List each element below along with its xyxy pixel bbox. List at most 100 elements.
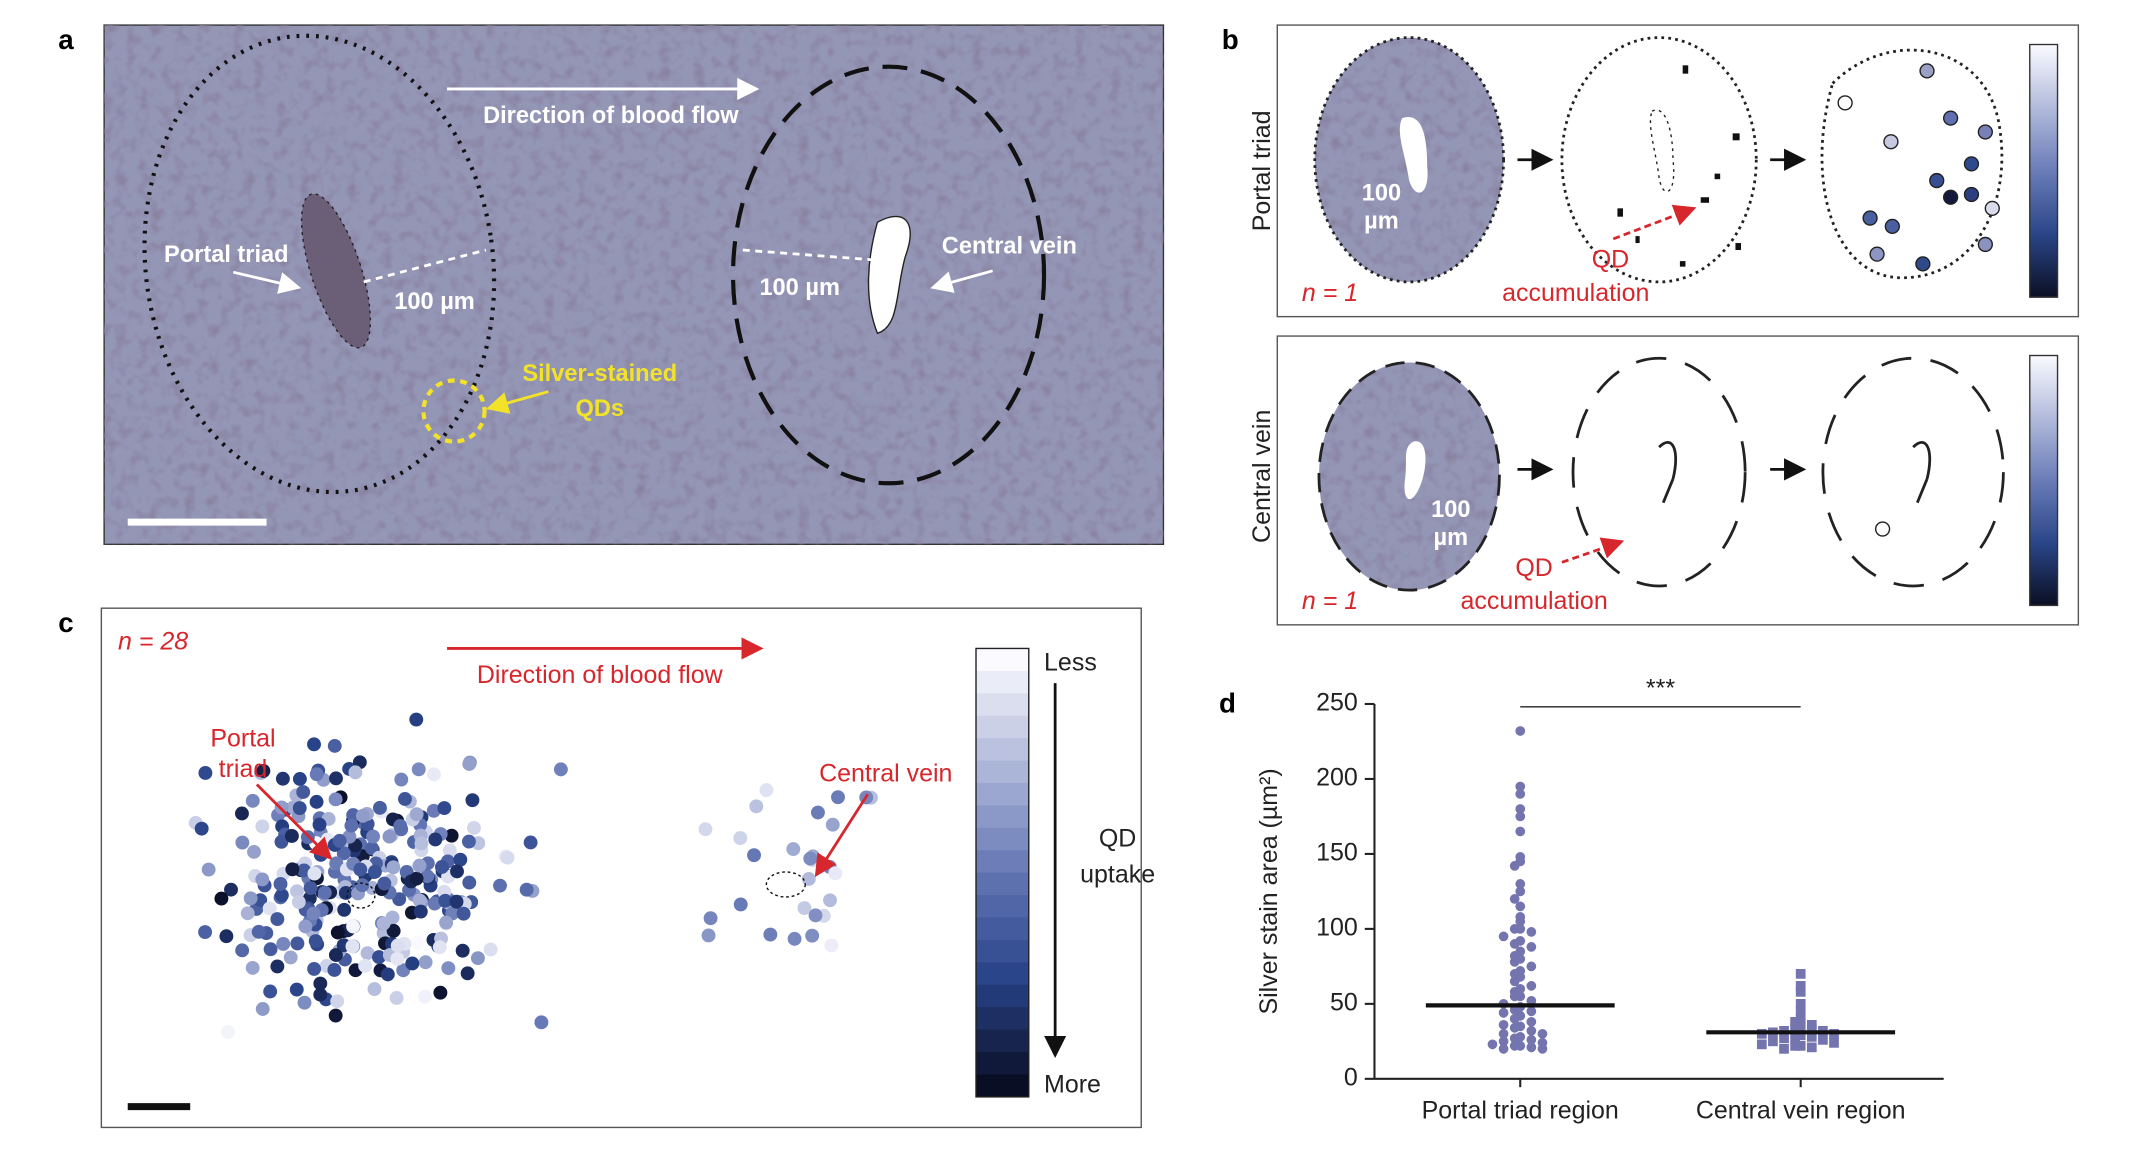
region-outline — [1820, 48, 2004, 280]
data-point — [1526, 961, 1537, 972]
uptake-dot — [438, 893, 453, 908]
uptake-dot — [355, 878, 370, 893]
data-point — [1509, 991, 1520, 1002]
uptake-dot — [308, 934, 323, 948]
color-step — [976, 962, 1029, 986]
scale-label: 100 — [1362, 181, 1401, 207]
uptake-dot — [344, 818, 359, 833]
uptake-dot — [386, 923, 401, 938]
uptake-dot — [398, 792, 412, 806]
uptake-dot — [274, 834, 289, 849]
uptake-dot — [345, 939, 360, 954]
central-vein — [1658, 441, 1677, 504]
y-tick-label: 150 — [1316, 839, 1358, 867]
data-point — [1795, 1013, 1806, 1024]
uptake-dot — [270, 912, 285, 927]
uptake-dot — [418, 989, 432, 1004]
uptake-dot — [461, 834, 476, 849]
region-outline — [1571, 356, 1747, 588]
pointer — [255, 783, 333, 861]
uptake-dot — [759, 783, 774, 798]
data-point — [1515, 781, 1526, 792]
uptake-dot — [284, 829, 299, 843]
uptake-dot — [348, 765, 363, 780]
uptake-dot — [462, 757, 477, 771]
qd-highlight — [421, 378, 487, 444]
color-step — [976, 1052, 1029, 1076]
color-step — [976, 805, 1029, 829]
scale-line — [363, 248, 487, 284]
scale-label: µm — [1434, 525, 1469, 551]
y-tick-label: 50 — [1330, 988, 1358, 1016]
uptake-dot — [733, 897, 748, 912]
uptake-dot — [462, 875, 477, 890]
uptake-dot — [309, 794, 324, 809]
uptake-dot — [763, 927, 778, 942]
uptake-dot — [313, 987, 328, 1002]
uptake-dot — [235, 943, 250, 958]
uptake-dot — [274, 888, 289, 903]
uptake-dot — [412, 858, 427, 873]
data-point — [1487, 1039, 1498, 1050]
uptake-dot — [245, 793, 260, 808]
uptake-dot — [263, 942, 278, 957]
uptake-dot — [275, 771, 290, 786]
uptake-dot — [337, 902, 352, 917]
qd-dots — [1837, 63, 2000, 272]
uptake-dot — [307, 961, 322, 976]
uptake-dot — [801, 872, 816, 886]
uptake-dot — [434, 860, 449, 874]
uptake-dot — [433, 985, 448, 1000]
uptake-dot — [432, 940, 447, 955]
uptake-dot — [219, 929, 234, 944]
data-point — [1498, 1019, 1509, 1030]
uptake-dot — [413, 904, 428, 919]
color-step — [976, 1007, 1029, 1031]
uptake-dot — [235, 806, 249, 821]
data-point — [1509, 939, 1520, 949]
data-point — [1806, 1031, 1817, 1042]
uptake-dot — [701, 928, 716, 943]
uptake-dot — [251, 924, 266, 939]
data-point — [1526, 1025, 1537, 1036]
uptake-dot — [283, 950, 298, 965]
portal-triad — [346, 882, 376, 909]
uptake-dot — [303, 881, 318, 895]
uptake-dot — [442, 843, 457, 858]
uptake-dot — [437, 801, 452, 816]
data-point — [1498, 1043, 1509, 1054]
uptake-dot — [698, 822, 713, 837]
data-point — [1515, 726, 1526, 736]
uptake-dots — [188, 712, 878, 1039]
pointer — [486, 390, 549, 414]
data-point — [1818, 1034, 1828, 1045]
uptake-dot — [453, 852, 468, 867]
uptake-dot — [797, 901, 812, 916]
data-point — [1509, 1033, 1520, 1044]
row-label: Portal triad — [1248, 110, 1276, 231]
uptake-dot — [808, 908, 823, 923]
qd-label: QD — [1515, 554, 1552, 582]
color-step — [976, 895, 1029, 919]
qd-label: accumulation — [1461, 587, 1608, 615]
data-point — [1537, 1028, 1548, 1039]
data-point — [1526, 927, 1537, 937]
data-point — [1795, 969, 1806, 979]
pointer — [930, 269, 994, 293]
uptake-dot — [270, 959, 285, 974]
data-point — [1790, 1022, 1800, 1033]
uptake-dot — [749, 799, 764, 814]
color-step — [976, 760, 1029, 784]
uptake-dot — [420, 869, 435, 884]
uptake-dot — [456, 906, 471, 921]
uptake-dot — [483, 942, 498, 957]
uptake-dot — [290, 936, 305, 951]
uptake-dot — [450, 864, 464, 879]
panel-label: c — [58, 607, 73, 638]
portal-label: Portal — [210, 725, 275, 753]
uptake-dot — [828, 866, 843, 881]
uptake-dot — [297, 995, 312, 1010]
uptake-dot — [214, 891, 229, 906]
uptake-dot — [328, 1008, 343, 1023]
uptake-dot — [733, 831, 748, 846]
